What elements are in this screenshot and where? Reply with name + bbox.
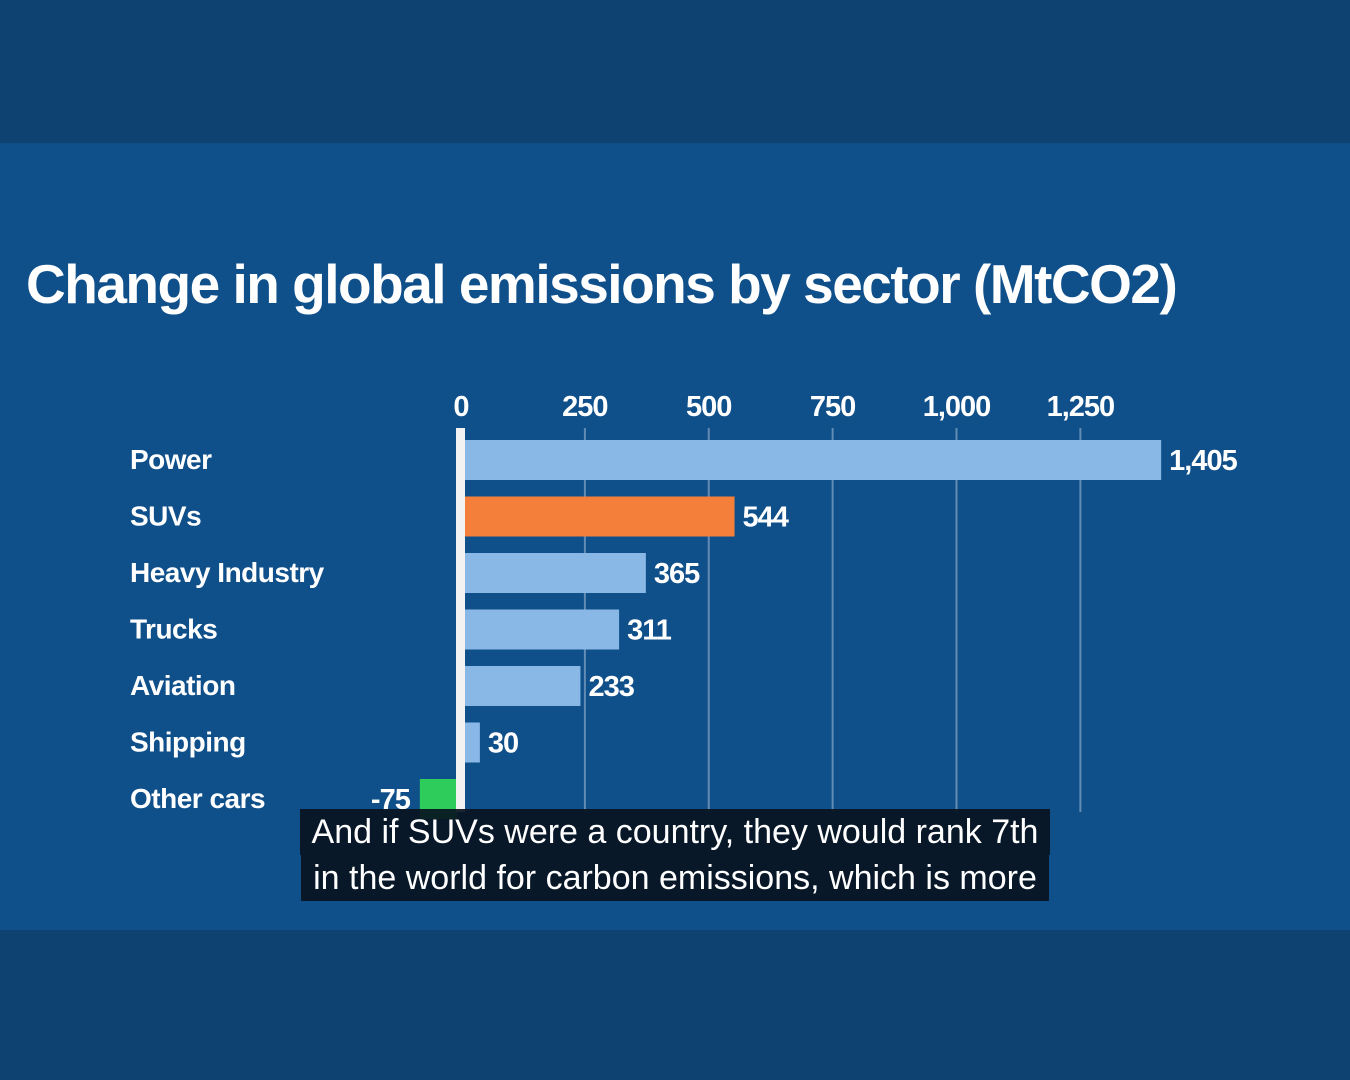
category-label: Power — [130, 444, 212, 475]
value-label: 30 — [488, 728, 518, 760]
value-label: 311 — [627, 615, 672, 647]
chart-title: Change in global emissions by sector (Mt… — [26, 253, 1178, 315]
value-label: 233 — [588, 671, 634, 703]
caption-line-2: in the world for carbon emissions, which… — [301, 855, 1049, 901]
caption-line-1-wrap: And if SUVs were a country, they would r… — [0, 809, 1350, 855]
bar-heavy-industry — [465, 553, 646, 593]
value-label: 365 — [654, 558, 700, 590]
x-tick-label: 250 — [562, 391, 607, 423]
x-tick-label: 500 — [686, 391, 731, 423]
bar-power — [465, 440, 1162, 480]
bar-shipping — [465, 722, 480, 763]
category-label: Aviation — [130, 670, 235, 701]
value-label: 1,405 — [1169, 445, 1237, 477]
value-label: 544 — [743, 502, 789, 534]
category-label: Trucks — [130, 614, 217, 645]
bar-suvs — [465, 496, 735, 537]
x-tick-label: 750 — [810, 391, 855, 423]
category-label: Heavy Industry — [130, 557, 325, 588]
category-label: Other cars — [130, 783, 265, 814]
bottom-letterbox — [0, 930, 1350, 1080]
bar-aviation — [465, 666, 581, 706]
x-tick-label: 1,000 — [923, 391, 991, 423]
category-label: SUVs — [130, 501, 201, 532]
category-label: Shipping — [130, 727, 246, 758]
caption-line-1: And if SUVs were a country, they would r… — [299, 809, 1051, 855]
bar-trucks — [465, 609, 620, 650]
x-tick-label: 1,250 — [1047, 391, 1115, 423]
x-tick-label: 0 — [453, 391, 468, 423]
caption-line-2-wrap: in the world for carbon emissions, which… — [0, 855, 1350, 901]
top-letterbox — [0, 0, 1350, 143]
zero-axis-line — [456, 428, 465, 812]
